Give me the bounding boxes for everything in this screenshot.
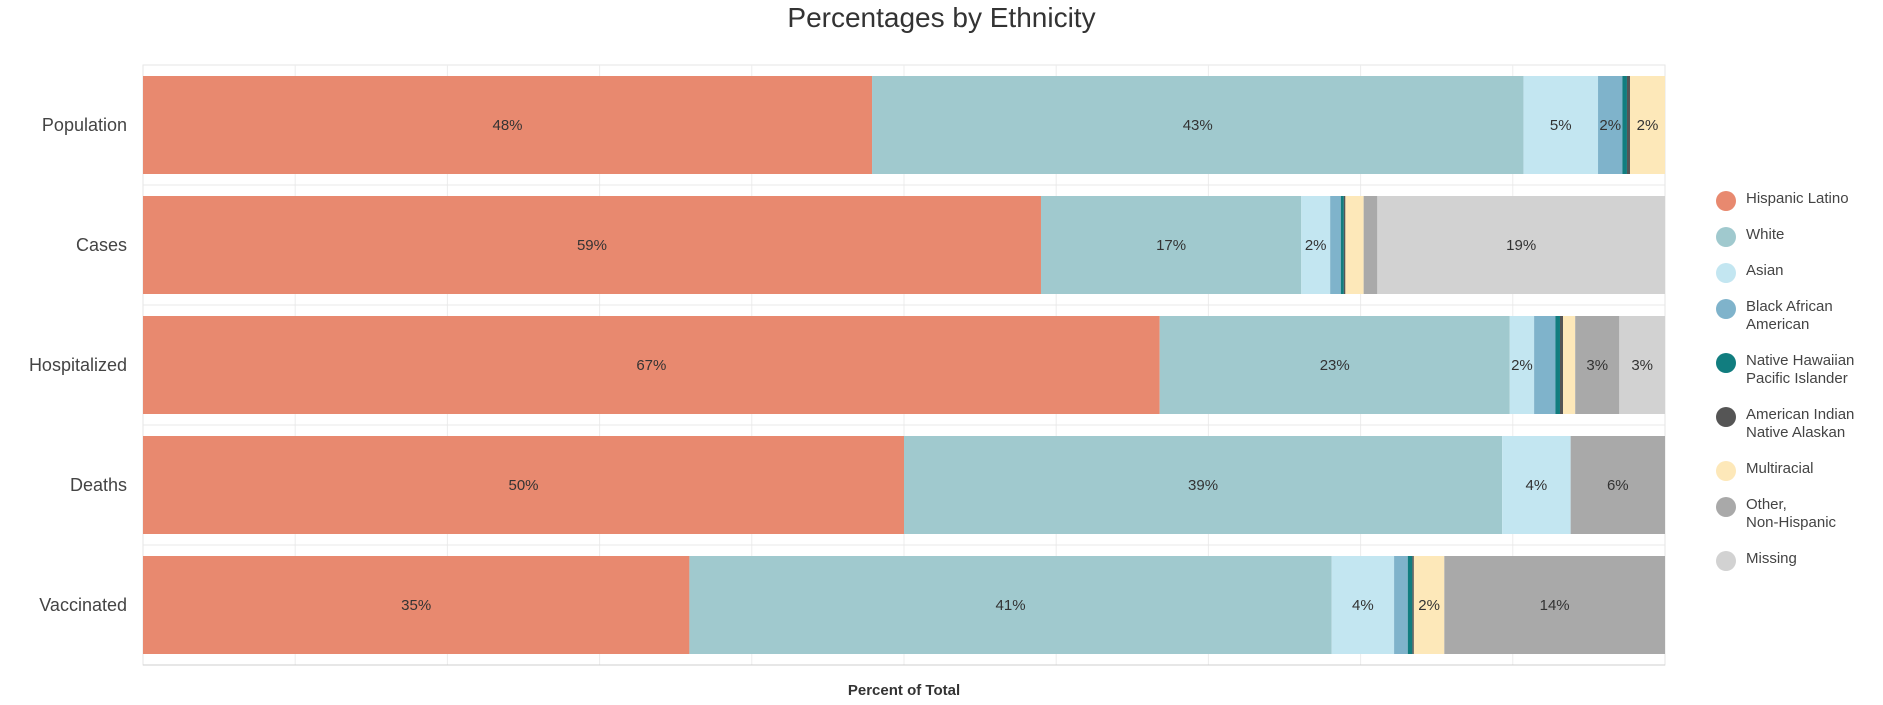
bar-segment bbox=[1377, 196, 1665, 294]
data-label: 39% bbox=[1188, 477, 1218, 494]
bar-segment bbox=[1559, 316, 1564, 414]
bar-segment bbox=[1619, 316, 1665, 414]
legend-item[interactable]: White bbox=[1716, 226, 1784, 247]
legend-item[interactable]: Black African American bbox=[1716, 298, 1833, 334]
legend-item[interactable]: Hispanic Latino bbox=[1716, 190, 1849, 211]
bar-segment bbox=[1622, 76, 1627, 174]
bar-segment bbox=[1040, 196, 1302, 294]
legend-label: Missing bbox=[1746, 550, 1797, 567]
bar-segment bbox=[1626, 76, 1630, 174]
bar-segment bbox=[1345, 196, 1364, 294]
data-label: 4% bbox=[1352, 597, 1374, 614]
y-tick-label: Population bbox=[42, 115, 127, 135]
bar-segment bbox=[1563, 316, 1576, 414]
bar-segment bbox=[143, 196, 1041, 294]
bar-segment bbox=[143, 556, 690, 654]
bar-segment bbox=[872, 76, 1524, 174]
bar-segment bbox=[1534, 316, 1556, 414]
bar-segment bbox=[1570, 436, 1665, 534]
legend-swatch bbox=[1716, 551, 1736, 571]
legend-swatch bbox=[1716, 263, 1736, 283]
legend-label: Native Hawaiian Pacific Islander bbox=[1746, 352, 1855, 387]
bar-segment bbox=[1331, 556, 1395, 654]
data-label: 14% bbox=[1540, 597, 1570, 614]
legend-item[interactable]: Native Hawaiian Pacific Islander bbox=[1716, 352, 1854, 388]
data-label: 2% bbox=[1305, 237, 1327, 254]
y-tick-label: Deaths bbox=[70, 475, 127, 495]
data-label: 2% bbox=[1511, 357, 1533, 374]
bar-segment bbox=[1523, 76, 1599, 174]
bar-segment bbox=[1343, 196, 1346, 294]
bar-segment bbox=[1575, 316, 1620, 414]
legend-item[interactable]: Other, Non-Hispanic bbox=[1716, 496, 1836, 532]
data-label: 41% bbox=[996, 597, 1026, 614]
legend-swatch bbox=[1716, 191, 1736, 211]
bar-segment bbox=[1413, 556, 1445, 654]
data-label: 5% bbox=[1550, 117, 1572, 134]
bar-segment bbox=[1340, 196, 1344, 294]
legend-swatch bbox=[1716, 353, 1736, 373]
data-label: 59% bbox=[577, 237, 607, 254]
legend-swatch bbox=[1716, 461, 1736, 481]
data-label: 23% bbox=[1320, 357, 1350, 374]
data-label: 2% bbox=[1637, 117, 1659, 134]
legend-label: American Indian Native Alaskan bbox=[1746, 406, 1855, 441]
y-tick-label: Hospitalized bbox=[29, 355, 127, 375]
bar-segment bbox=[1412, 556, 1414, 654]
bar-segment bbox=[1330, 196, 1341, 294]
bar-segment bbox=[1502, 436, 1571, 534]
bar-segment bbox=[1407, 556, 1413, 654]
legend-label: Multiracial bbox=[1746, 460, 1814, 477]
y-tick-label: Vaccinated bbox=[39, 595, 127, 615]
legend-item[interactable]: American Indian Native Alaskan bbox=[1716, 406, 1854, 442]
data-label: 3% bbox=[1586, 357, 1608, 374]
bar-segment bbox=[1363, 196, 1378, 294]
legend-label: Black African American bbox=[1746, 298, 1833, 333]
legend-swatch bbox=[1716, 227, 1736, 247]
data-label: 17% bbox=[1156, 237, 1186, 254]
legend-label: White bbox=[1746, 226, 1785, 243]
chart-title: Percentages by Ethnicity bbox=[787, 2, 1096, 33]
data-label: 4% bbox=[1526, 477, 1548, 494]
data-label: 2% bbox=[1599, 117, 1621, 134]
legend-item[interactable]: Missing bbox=[1716, 550, 1797, 571]
legend-swatch bbox=[1716, 407, 1736, 427]
data-label: 48% bbox=[493, 117, 523, 134]
bar-segment bbox=[143, 316, 1160, 414]
bar-segment bbox=[1598, 76, 1623, 174]
bar-segment bbox=[1444, 556, 1665, 654]
data-label: 6% bbox=[1607, 477, 1629, 494]
bar-segment bbox=[1509, 316, 1535, 414]
legend-swatch bbox=[1716, 299, 1736, 319]
bar-segment bbox=[904, 436, 1503, 534]
data-label: 2% bbox=[1418, 597, 1440, 614]
bar-segment bbox=[1394, 556, 1408, 654]
legend-label: Hispanic Latino bbox=[1746, 190, 1849, 207]
legend-item[interactable]: Multiracial bbox=[1716, 460, 1814, 481]
data-label: 50% bbox=[508, 477, 538, 494]
bar-segment bbox=[1555, 316, 1560, 414]
bar-segment bbox=[689, 556, 1332, 654]
legend-item[interactable]: Asian bbox=[1716, 262, 1784, 283]
bar-segment bbox=[1629, 76, 1665, 174]
bar-segment bbox=[143, 76, 873, 174]
data-label: 67% bbox=[636, 357, 666, 374]
y-tick-label: Cases bbox=[76, 235, 127, 255]
legend-swatch bbox=[1716, 497, 1736, 517]
data-label: 35% bbox=[401, 597, 431, 614]
data-label: 19% bbox=[1506, 237, 1536, 254]
x-axis-label: Percent of Total bbox=[847, 682, 961, 699]
legend-label: Asian bbox=[1746, 262, 1784, 279]
legend-label: Other, Non-Hispanic bbox=[1746, 496, 1837, 531]
data-label: 43% bbox=[1183, 117, 1213, 134]
bar-segment bbox=[1159, 316, 1510, 414]
bar-segment bbox=[1301, 196, 1331, 294]
data-label: 3% bbox=[1631, 357, 1653, 374]
bar-segment bbox=[143, 436, 904, 534]
